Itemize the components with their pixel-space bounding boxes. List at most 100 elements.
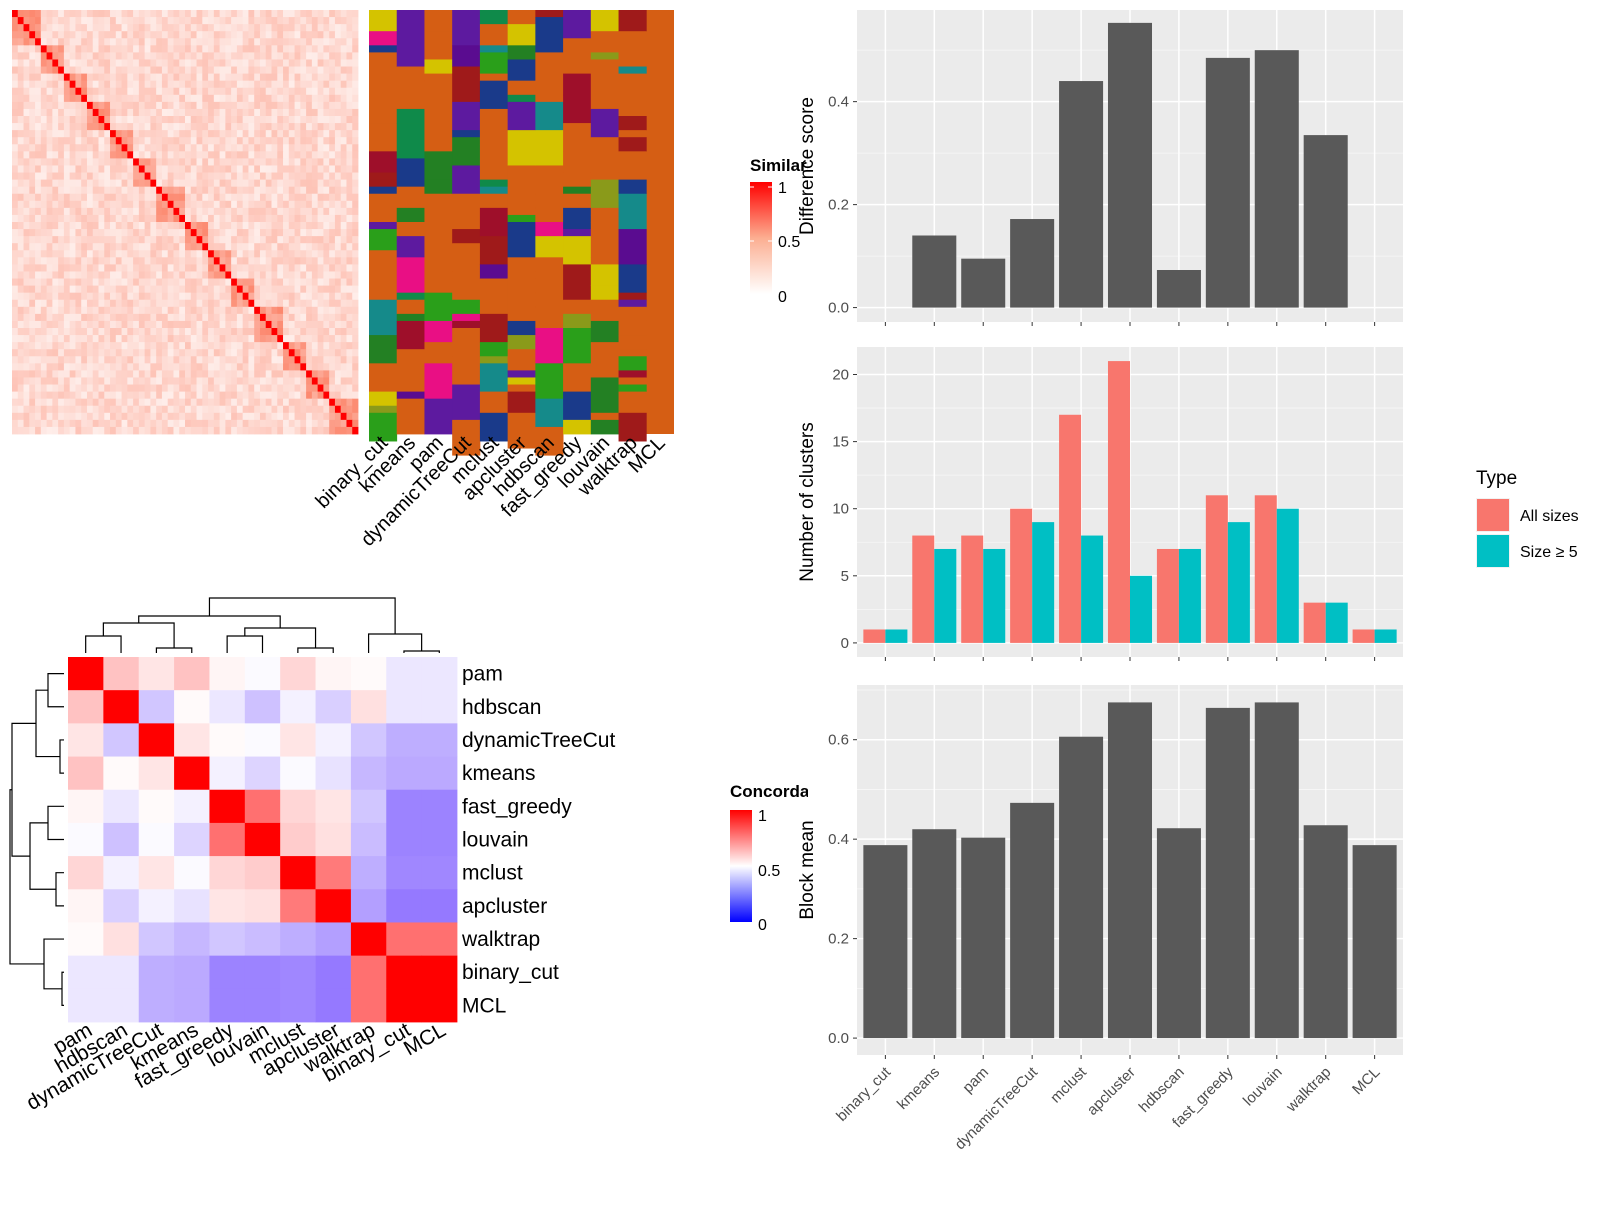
similarity-cell (202, 165, 209, 173)
similarity-cell (81, 236, 88, 244)
similarity-cell (317, 292, 324, 301)
similarity-cell (138, 377, 146, 385)
similarity-cell (317, 342, 324, 350)
similarity-cell (236, 116, 244, 124)
similarity-cell (29, 299, 36, 308)
similarity-cell (294, 165, 301, 173)
similarity-cell (225, 377, 232, 385)
class-cell (479, 207, 509, 237)
similarity-cell (150, 214, 157, 223)
similarity-cell (86, 80, 94, 89)
type-legend-title: Type (1476, 468, 1517, 489)
similarity-cell (35, 405, 42, 414)
similarity-cell (81, 123, 88, 131)
similarity-cell (173, 349, 180, 357)
concordance-cell (209, 988, 246, 1023)
similarity-cell (98, 94, 105, 103)
similarity-cell (208, 123, 215, 131)
similarity-cell (236, 342, 244, 350)
similarity-cell (329, 229, 336, 237)
similarity-cell (58, 363, 65, 371)
similarity-cell (69, 264, 76, 272)
similarity-cell (150, 207, 157, 216)
similarity-cell (265, 137, 272, 145)
similarity-cell (133, 24, 140, 32)
similarity-cell (265, 24, 272, 32)
similarity-cell (213, 38, 220, 46)
similarity-cell (190, 306, 197, 315)
similarity-cell (23, 179, 30, 188)
similarity-cell (144, 243, 151, 251)
similarity-cell (311, 45, 319, 53)
similarity-cell (86, 24, 94, 32)
similarity-cell (138, 10, 146, 18)
similarity-cell (208, 335, 215, 343)
similarity-cell (46, 38, 53, 46)
similarity-cell (161, 222, 169, 230)
similarity-cell (208, 200, 215, 209)
similarity-cell (17, 271, 24, 279)
similarity-cell (58, 165, 65, 173)
similarity-cell (352, 250, 359, 258)
similarity-cell (254, 250, 261, 258)
similarity-cell (306, 45, 313, 53)
similarity-cell (58, 17, 65, 25)
x-tick-label: binary_cut (833, 1063, 895, 1125)
similarity-cell (346, 285, 353, 294)
similarity-cell (352, 363, 359, 371)
similarity-cell (294, 17, 301, 25)
similarity-cell (288, 419, 295, 428)
similarity-cell (110, 384, 117, 392)
similarity-cell (254, 130, 261, 138)
similarity-cell (311, 306, 319, 315)
similarity-cell (144, 391, 151, 400)
similarity-cell (352, 356, 359, 364)
similarity-cell (271, 59, 278, 67)
similarity-cell (265, 363, 272, 371)
similarity-cell (231, 165, 238, 173)
similarity-cell (317, 94, 324, 103)
class-cell (479, 186, 509, 195)
similarity-cell (40, 87, 47, 96)
similarity-cell (12, 165, 19, 173)
similarity-cell (202, 158, 209, 166)
similarity-cell (242, 151, 249, 159)
similarity-cell (23, 328, 30, 336)
similarity-cell (213, 356, 220, 364)
class-cell (479, 10, 509, 25)
similarity-cell (133, 278, 140, 286)
similarity-cell (156, 179, 163, 188)
similarity-cell (225, 31, 232, 39)
similarity-cell (144, 137, 151, 145)
similarity-cell (271, 398, 278, 407)
similarity-cell (265, 264, 272, 272)
similarity-cell (40, 426, 47, 435)
similarity-cell (283, 17, 290, 25)
similarity-cell (63, 207, 71, 216)
similarity-cell (17, 306, 24, 315)
similarity-cell (58, 200, 65, 209)
similarity-cell (127, 80, 134, 89)
concordance-cell (350, 922, 387, 957)
similarity-cell (179, 236, 186, 244)
similarity-cell (92, 328, 99, 336)
similarity-cell (127, 320, 134, 329)
similarity-cell (156, 45, 163, 53)
similarity-cell (346, 349, 353, 357)
similarity-cell (352, 398, 359, 407)
similarity-cell (98, 377, 105, 385)
similarity-cell (40, 200, 47, 209)
similarity-cell (323, 285, 330, 294)
similarity-cell (40, 108, 47, 117)
concordance-row-label: binary_cut (462, 961, 559, 984)
similarity-cell (329, 94, 336, 103)
bar-all-sizes (961, 535, 984, 643)
class-cell (535, 10, 564, 18)
similarity-cell (138, 45, 146, 53)
similarity-cell (173, 66, 180, 74)
similarity-cell (323, 200, 330, 209)
similarity-cell (121, 384, 128, 392)
similarity-cell (340, 299, 347, 308)
similarity-cell (334, 299, 342, 308)
similarity-cell (213, 398, 220, 407)
